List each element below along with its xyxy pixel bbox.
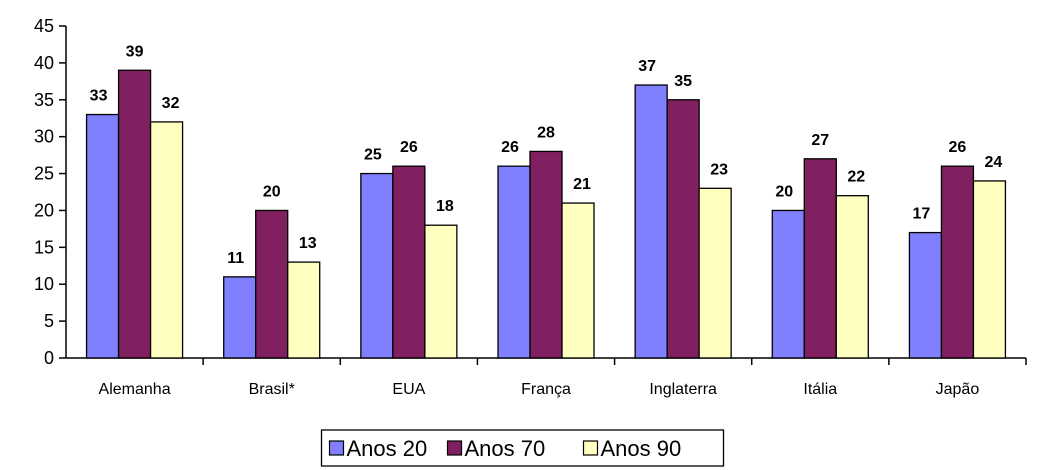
data-label: 18 bbox=[436, 198, 454, 215]
bar-anos-70 bbox=[529, 150, 563, 359]
bars bbox=[85, 69, 1007, 359]
bar-anos-20 bbox=[223, 276, 257, 359]
data-label: 23 bbox=[710, 161, 728, 178]
data-label: 37 bbox=[638, 58, 656, 75]
bar-anos-70 bbox=[666, 99, 700, 359]
legend-label: Anos 20 bbox=[347, 436, 428, 461]
x-tick-label: Japão bbox=[936, 381, 980, 398]
bar-anos-70 bbox=[940, 165, 975, 359]
bar-anos-90 bbox=[972, 180, 1007, 359]
data-label: 20 bbox=[775, 183, 793, 200]
bar-anos-90 bbox=[424, 224, 458, 359]
legend: Anos 20 Anos 70 Anos 90 bbox=[320, 429, 725, 467]
data-label: 25 bbox=[364, 147, 382, 164]
data-label: 26 bbox=[949, 139, 967, 156]
y-tick-label: 25 bbox=[34, 164, 54, 184]
bar-anos-20 bbox=[908, 231, 943, 359]
data-label: 24 bbox=[985, 154, 1003, 171]
bar-anos-70 bbox=[392, 165, 426, 359]
bar-anos-20 bbox=[634, 84, 668, 359]
x-tick-label: Itália bbox=[803, 381, 837, 398]
data-label: 26 bbox=[400, 139, 418, 156]
data-label: 27 bbox=[811, 132, 829, 149]
bar-anos-70 bbox=[803, 158, 837, 359]
data-label: 17 bbox=[913, 206, 931, 223]
bar-anos-70 bbox=[255, 209, 289, 359]
data-label: 13 bbox=[299, 235, 317, 252]
bar-anos-20 bbox=[771, 209, 805, 359]
x-tick-label: Brasil* bbox=[249, 381, 295, 398]
x-tick-label: EUA bbox=[392, 381, 425, 398]
data-label: 32 bbox=[162, 95, 180, 112]
bar-anos-90 bbox=[698, 187, 732, 359]
x-tick-label: França bbox=[521, 381, 571, 398]
legend-label: Anos 70 bbox=[465, 436, 546, 461]
data-label: 22 bbox=[847, 169, 865, 186]
x-tick-label: Alemanha bbox=[99, 381, 171, 398]
data-label: 33 bbox=[90, 88, 108, 105]
bar-anos-90 bbox=[835, 195, 869, 359]
y-tick-label: 40 bbox=[34, 53, 54, 73]
data-labels: 33 39 32 11 20 13 25 26 18 26 28 21 37 35 23 20 27 22 17 26… bbox=[90, 43, 1003, 267]
data-label: 26 bbox=[501, 139, 519, 156]
y-tick-label: 30 bbox=[34, 127, 54, 147]
bar-anos-20 bbox=[85, 113, 120, 359]
data-label: 21 bbox=[573, 176, 591, 193]
bar-anos-90 bbox=[149, 121, 184, 359]
bar-anos-70 bbox=[117, 69, 152, 359]
data-label: 11 bbox=[227, 250, 244, 267]
y-tick-label: 0 bbox=[44, 348, 54, 368]
x-tick-label: Inglaterra bbox=[649, 381, 717, 398]
legend-swatch bbox=[328, 440, 345, 456]
data-label: 35 bbox=[674, 73, 692, 90]
y-tick-label: 10 bbox=[34, 274, 54, 294]
bar-anos-20 bbox=[360, 172, 394, 359]
y-tick-label: 15 bbox=[34, 237, 54, 257]
axes: 0 5 10 15 20 25 30 35 40 45 Alemanha Brasil* EUA Fran… bbox=[34, 16, 1027, 398]
legend-label: Anos 90 bbox=[601, 436, 682, 461]
bar-anos-20 bbox=[497, 165, 531, 359]
bar-anos-90 bbox=[287, 261, 321, 359]
legend-swatch bbox=[446, 440, 463, 456]
bar-anos-90 bbox=[561, 202, 595, 359]
data-label: 39 bbox=[126, 43, 144, 60]
legend-swatch bbox=[582, 440, 599, 456]
y-tick-label: 35 bbox=[34, 90, 54, 110]
y-tick-label: 5 bbox=[44, 311, 54, 331]
legend-box bbox=[320, 429, 725, 467]
data-label: 28 bbox=[537, 124, 555, 141]
y-tick-label: 45 bbox=[34, 16, 54, 36]
y-tick-label: 20 bbox=[34, 200, 54, 220]
data-label: 20 bbox=[263, 183, 281, 200]
